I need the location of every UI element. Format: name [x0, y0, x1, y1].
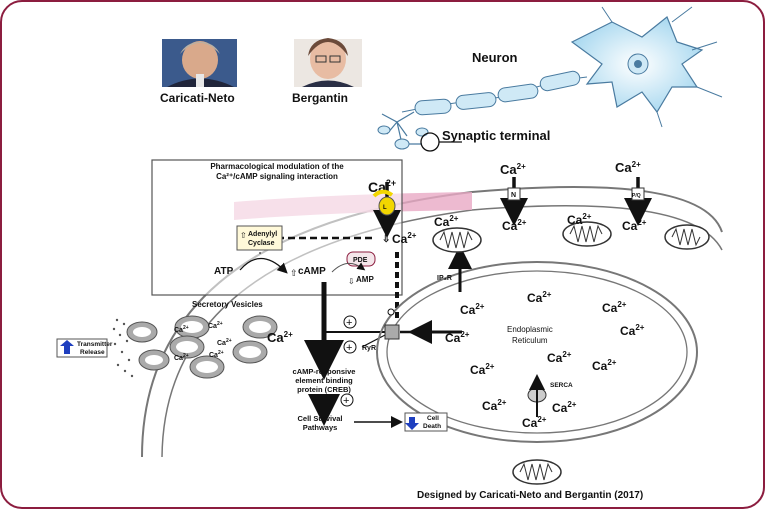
adenylyl-cyclase-box	[236, 225, 283, 251]
transmitter-label-line2: Release	[80, 349, 105, 356]
cell-death-down-arrow-icon	[405, 417, 419, 430]
synaptic-terminal-label: Synaptic terminal	[442, 128, 550, 143]
camp-up-arrow-icon: ⇧	[290, 268, 298, 278]
ca-top-right: Ca2+	[615, 160, 641, 175]
pq-channel-icon	[631, 187, 645, 201]
vesicle-group	[112, 315, 278, 379]
svg-text:Ca2+: Ca2+	[174, 325, 189, 334]
camp-to-amp-arrow	[331, 262, 366, 273]
secretory-vesicles-label: Secretory Vesicles	[192, 300, 263, 309]
ca-top-mid: Ca2+	[500, 162, 526, 177]
adenylyl-label-line2: Cyclase	[248, 240, 275, 247]
survival-label-line1: Cell Survival	[297, 414, 342, 423]
atp-to-camp-arrow	[239, 257, 288, 274]
svg-text:Ca2+: Ca2+	[547, 350, 572, 365]
ryr-label: RyR	[362, 345, 376, 352]
author-name-left: Caricati-Neto	[160, 91, 235, 105]
svg-text:+: +	[343, 395, 349, 407]
adenylyl-label-line1: Adenylyl	[248, 231, 277, 238]
pde-label: PDE	[353, 257, 368, 264]
inset-title-line2: Ca²⁺/cAMP signaling interaction	[216, 172, 338, 181]
svg-text:+: +	[346, 317, 352, 329]
svg-text:Ca2+: Ca2+	[622, 218, 647, 233]
svg-text:Ca2+: Ca2+	[209, 350, 224, 359]
svg-text:Ca2+: Ca2+	[602, 300, 627, 315]
author-photo-right	[294, 38, 362, 87]
svg-text:Ca2+: Ca2+	[567, 212, 592, 227]
n-channel-label: N	[511, 192, 516, 199]
amp-down-arrow-icon: ⇩	[348, 277, 355, 286]
ca-decrease-arrow-icon: ⇩	[382, 234, 390, 245]
svg-text:Ca2+: Ca2+	[620, 323, 645, 338]
author-photo-left	[162, 39, 237, 87]
svg-text:Ca2+: Ca2+	[502, 218, 527, 233]
l-channel-icon	[378, 196, 396, 216]
ip3r-label: IP₃R	[437, 275, 452, 282]
creb-label-line2: element binding	[295, 376, 353, 385]
creb-label-line3: protein (CREB)	[297, 385, 351, 394]
svg-text:Ca2+: Ca2+	[460, 302, 485, 317]
svg-text:Ca2+: Ca2+	[217, 338, 232, 347]
mitochondrion-mid	[562, 221, 612, 247]
neuron-label: Neuron	[472, 50, 518, 65]
mitochondrion-right	[664, 224, 710, 250]
mitochondrion-left	[432, 227, 482, 253]
svg-text:+: +	[346, 342, 352, 354]
n-channel-icon	[507, 187, 521, 201]
survival-label-line2: Pathways	[303, 423, 338, 432]
pq-channel-label: P/Q	[632, 193, 641, 199]
drug-blocker-icon	[372, 189, 394, 198]
ca-inset-label: Ca2+	[392, 231, 417, 246]
er-label-line2: Reticulum	[512, 336, 548, 345]
credit-text: Designed by Caricati-Neto and Bergantin …	[417, 490, 643, 501]
plus-icon-bottom	[340, 393, 354, 407]
cell-death-label-line2: Death	[423, 423, 441, 430]
svg-text:Ca2+: Ca2+	[482, 398, 507, 413]
terminal-circle	[420, 132, 440, 152]
svg-text:Ca2+: Ca2+	[267, 330, 293, 345]
inset-title-line1: Pharmacological modulation of the	[210, 162, 344, 171]
atp-label: ATP	[214, 266, 234, 277]
cell-death-label-line1: Cell	[427, 415, 439, 422]
transmitter-up-arrow-icon	[60, 340, 74, 354]
amp-label: AMP	[356, 275, 374, 284]
svg-text:Ca2+: Ca2+	[527, 290, 552, 305]
svg-text:Ca2+: Ca2+	[174, 353, 189, 362]
serca-label: SERCA	[550, 382, 573, 389]
svg-text:Ca2+: Ca2+	[470, 362, 495, 377]
neuron-illustration	[377, 6, 723, 150]
er-outer	[376, 261, 698, 443]
svg-text:Ca2+: Ca2+	[592, 358, 617, 373]
transmitter-label-line1: Transmitter	[77, 341, 113, 348]
vesicle-ca-labels: Ca2+ Ca2+ Ca2+ Ca2+ Ca2+ Ca2+	[174, 321, 293, 362]
svg-text:Ca2+: Ca2+	[208, 321, 223, 330]
ca-scattered-labels: Ca2+ Ca2+ Ca2+ Ca2+ Ca2+ Ca2+ Ca2+ Ca2+ …	[434, 212, 647, 430]
mitochondrion-bottom	[512, 459, 562, 485]
er-label-line1: Endoplasmic	[507, 325, 553, 334]
svg-text:Ca2+: Ca2+	[445, 330, 470, 345]
l-channel-label: L	[383, 205, 387, 211]
er-inner	[386, 270, 688, 434]
camp-label: cAMP	[298, 266, 326, 277]
ryr-channel-icon	[384, 324, 400, 340]
plus-icon-mid	[343, 340, 357, 354]
adenylyl-up-arrow-icon: ⇧	[240, 231, 247, 240]
svg-text:Ca2+: Ca2+	[522, 415, 547, 430]
svg-text:Ca2+: Ca2+	[552, 400, 577, 415]
plus-icon-top	[343, 315, 357, 329]
svg-text:Ca2+: Ca2+	[434, 214, 459, 229]
author-name-right: Bergantin	[292, 91, 348, 105]
creb-label-line1: cAMP-responsive	[293, 367, 356, 376]
